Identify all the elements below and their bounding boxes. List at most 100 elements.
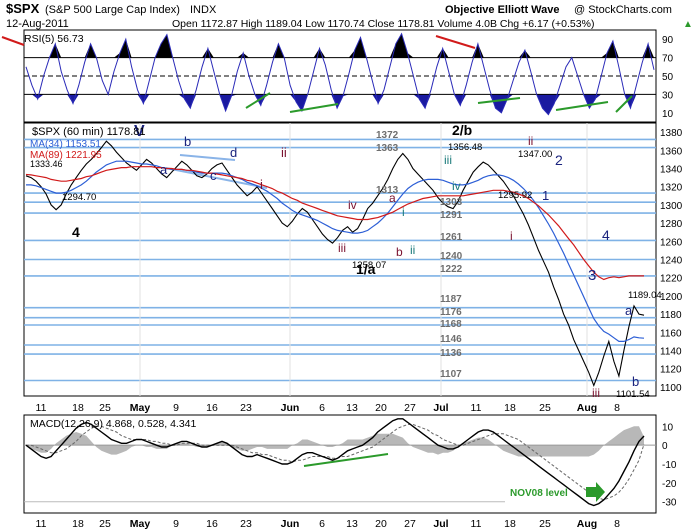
- level-label-1168: 1168: [440, 319, 462, 330]
- level-label-1176: 1176: [440, 307, 462, 318]
- x-tick-price-10: 20: [375, 402, 387, 414]
- level-label-1240: 1240: [440, 251, 463, 262]
- x-tick-macd-3: May: [130, 518, 151, 530]
- rsi-divergence-red-0: [1, 36, 25, 46]
- rsi-line: [25, 32, 655, 116]
- wave-label-15: 2/b: [452, 122, 472, 138]
- macd-histogram: [26, 426, 644, 457]
- macd-tick-label--30: -30: [662, 498, 677, 509]
- x-tick-price-1: 18: [72, 402, 84, 414]
- ma89-legend: MA(89) 1221.95: [30, 150, 102, 161]
- prev-value-legend: 1333.46: [30, 159, 63, 169]
- x-tick-price-5: 16: [206, 402, 218, 414]
- x-tick-price-7: Jun: [281, 402, 300, 414]
- wave-label-14: 1/a: [356, 261, 376, 277]
- price-label-3: 1258.07: [352, 260, 386, 271]
- x-tick-price-4: 9: [173, 402, 179, 414]
- wave-label-16: iii: [444, 153, 452, 167]
- rsi-divergence-green-4: [555, 101, 609, 111]
- price-tick-label-1180: 1180: [660, 310, 682, 321]
- price-tick-label-1360: 1360: [660, 146, 683, 157]
- x-tick-price-16: Aug: [577, 402, 597, 414]
- wave-label-24: a: [625, 303, 633, 318]
- x-tick-macd-10: 20: [375, 518, 387, 530]
- x-tick-price-0: 11: [36, 402, 47, 414]
- price-tick-label-1240: 1240: [660, 256, 683, 267]
- level-label-1261: 1261: [440, 232, 463, 243]
- level-label-1222: 1222: [440, 264, 463, 275]
- rsi-tick-label-70: 70: [662, 54, 674, 65]
- x-tick-macd-12: Jul: [433, 518, 448, 530]
- level-label-1313: 1313: [376, 185, 399, 196]
- x-axis-layer: 11 11 18 18 25 25 May May 9 9 16 16 23 23 Jun Jun 6 6 13 13…: [36, 402, 621, 530]
- x-tick-macd-13: 11: [471, 518, 482, 530]
- level-label-1363: 1363: [376, 143, 399, 154]
- wave-label-10: i: [402, 205, 405, 219]
- channel-line-upper: [179, 154, 236, 161]
- x-tick-macd-17: 8: [614, 518, 620, 530]
- rsi-tick-label-10: 10: [662, 109, 674, 120]
- wave-label-22: 4: [602, 227, 610, 243]
- wave-label-8: iv: [348, 198, 357, 212]
- price-tick-label-1140: 1140: [660, 347, 682, 358]
- wave-label-19: 2: [555, 152, 563, 168]
- rsi-tick-label-90: 90: [662, 35, 674, 46]
- macd-signal-line: [26, 423, 645, 501]
- level-label-1136: 1136: [440, 348, 462, 359]
- price-tick-label-1300: 1300: [660, 201, 683, 212]
- ma89-series-line: [25, 166, 644, 281]
- wave-label-11: iii: [338, 241, 346, 255]
- x-tick-macd-0: 11: [36, 518, 47, 530]
- macd-tick-label-10: 10: [662, 422, 674, 433]
- rsi-overbought-fill: [26, 33, 654, 58]
- price-label-0: 1294.70: [62, 192, 96, 203]
- x-tick-macd-4: 9: [173, 518, 179, 530]
- price-label-4: 1295.92: [498, 190, 532, 201]
- price-legend: $SPX (60 min) 1178.81: [32, 126, 146, 138]
- ma34-series-line: [26, 160, 645, 342]
- wave-label-23: 3: [588, 267, 596, 284]
- x-tick-price-13: 11: [471, 402, 482, 414]
- rsi-divergence-green-1: [245, 92, 271, 109]
- wave-label-1: b: [184, 134, 191, 149]
- rsi-legend: RSI(5) 56.73: [24, 33, 84, 45]
- price-tick-label-1380: 1380: [660, 128, 683, 139]
- x-tick-macd-7: Jun: [281, 518, 300, 530]
- wave-label-6: i: [260, 177, 263, 192]
- x-tick-macd-8: 6: [319, 518, 325, 530]
- wave-label-9: a: [389, 191, 396, 205]
- price-tick-label-1160: 1160: [660, 328, 682, 339]
- x-tick-macd-14: 18: [504, 518, 516, 530]
- price-tick-label-1340: 1340: [660, 165, 683, 176]
- rsi-divergence-green-2: [289, 103, 339, 113]
- x-tick-price-14: 18: [504, 402, 516, 414]
- rsi-divergence-green-3: [477, 97, 521, 104]
- macd-divergence-green: [303, 453, 389, 467]
- x-tick-price-15: 25: [539, 402, 551, 414]
- wave-label-12: b: [396, 245, 403, 259]
- ma34-legend: MA(34) 1153.51: [30, 139, 101, 150]
- level-label-1187: 1187: [440, 294, 462, 305]
- x-tick-macd-2: 25: [99, 518, 111, 530]
- wave-label-2: d: [230, 145, 237, 160]
- macd-layer: 10 0 -10 -20 -30: [24, 418, 677, 509]
- price-layer: 1380 1360 1340 1320 1300 1280 1260 1240 1220 1200…: [24, 122, 683, 400]
- price-tick-label-1120: 1120: [660, 365, 682, 376]
- wave-label-25: b: [632, 374, 639, 389]
- macd-panel-frame: [23, 414, 657, 514]
- price-tick-label-1220: 1220: [660, 274, 683, 285]
- rsi-layer: 90 70 50 30 10: [1, 32, 674, 120]
- x-tick-macd-6: 23: [240, 518, 252, 530]
- level-label-1303: 1303: [440, 197, 463, 208]
- rsi-tick-label-50: 50: [662, 72, 674, 83]
- x-tick-price-6: 23: [240, 402, 252, 414]
- site-title: Objective Elliott Wave: [445, 4, 560, 16]
- wave-label-0: V: [134, 123, 145, 140]
- price-tick-label-1200: 1200: [660, 292, 683, 303]
- symbol-name: (S&P 500 Large Cap Index): [45, 4, 180, 16]
- price-series-line: [25, 140, 645, 388]
- site-credit: @ StockCharts.com: [574, 4, 672, 16]
- x-tick-macd-1: 18: [72, 518, 84, 530]
